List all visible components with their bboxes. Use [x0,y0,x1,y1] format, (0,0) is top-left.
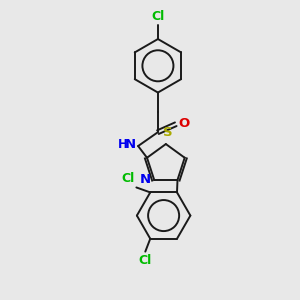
Text: Cl: Cl [139,254,152,267]
Text: O: O [179,117,190,130]
Text: Cl: Cl [151,10,165,23]
Text: Cl: Cl [121,172,134,185]
Text: N: N [140,173,151,186]
Text: S: S [163,126,172,139]
Text: N: N [125,138,136,151]
Text: H: H [118,138,128,151]
